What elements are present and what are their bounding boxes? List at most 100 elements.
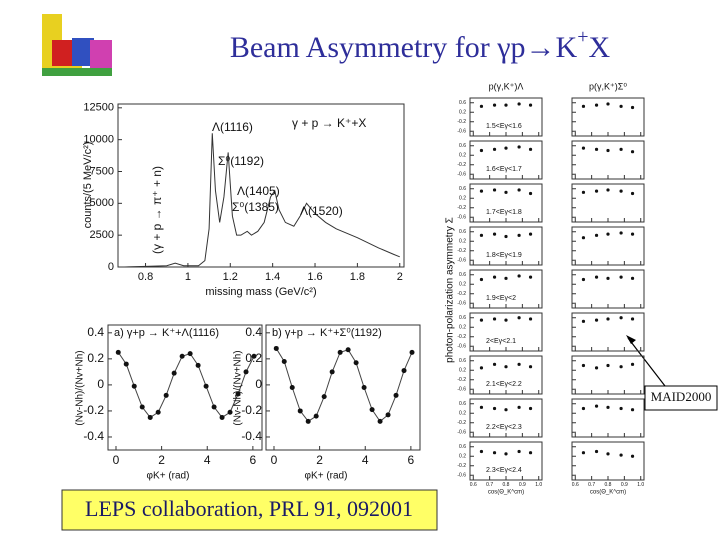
- annotation: (γ + p → π⁺ + n): [150, 166, 164, 254]
- x-tick-label: 0.8: [138, 271, 153, 283]
- data-point: [528, 191, 533, 196]
- data-point: [528, 406, 533, 411]
- note-box: [644, 385, 718, 411]
- data-point: [361, 385, 367, 390]
- x-axis-label: cos(Θ_K^cm): [488, 490, 524, 496]
- data-point: [235, 391, 241, 397]
- data-point: [528, 275, 533, 279]
- y-tick-label: 0.2: [87, 351, 104, 365]
- data-point: [195, 362, 201, 368]
- data-point: [606, 232, 610, 236]
- data-point: [492, 406, 497, 411]
- fit-line: [275, 348, 413, 423]
- y-tick-label: 0.2: [459, 196, 466, 202]
- data-point: [581, 190, 586, 194]
- x-tick-label: 0.6: [470, 482, 477, 488]
- y-tick-label: -0.4: [241, 429, 262, 443]
- data-point: [619, 453, 623, 457]
- data-point: [479, 318, 484, 322]
- y-tick-label: 0.6: [459, 315, 466, 321]
- data-point: [492, 317, 497, 321]
- y-axis-label: (Nv-Nh)/(Nv+Nh): [233, 350, 244, 425]
- data-point: [619, 365, 623, 369]
- y-tick-label: -0.6: [457, 301, 466, 307]
- y-tick-label: 0.2: [459, 153, 466, 159]
- data-point: [581, 104, 586, 108]
- data-point: [171, 370, 177, 376]
- data-point: [619, 316, 623, 320]
- note-arrow-head: [626, 335, 636, 344]
- data-point: [289, 385, 295, 390]
- x-tick-label: 0.8: [605, 482, 612, 488]
- data-point: [619, 189, 623, 193]
- data-point: [581, 406, 586, 411]
- chart-title: b) γ+p → K⁺+Σ⁰(1192): [272, 327, 382, 339]
- data-point: [581, 363, 586, 368]
- data-point: [492, 451, 497, 455]
- y-tick-label: 0.6: [459, 100, 466, 106]
- data-point: [581, 451, 586, 455]
- x-tick-label: 1.6: [307, 271, 322, 283]
- data-point: [393, 392, 399, 398]
- data-point: [297, 408, 303, 414]
- axes-box: [571, 355, 645, 395]
- annotation: Σ⁰(1192): [218, 154, 264, 168]
- x-tick-label: 1.0: [535, 482, 542, 488]
- y-tick-label: -0.6: [457, 215, 466, 221]
- data-point: [594, 189, 599, 193]
- note-arrow: [627, 337, 666, 387]
- x-tick-label: 0: [271, 453, 278, 467]
- data-point: [528, 147, 533, 151]
- x-tick-label: 4: [362, 453, 369, 467]
- data-point: [504, 452, 508, 456]
- y-tick-label: -0.6: [457, 258, 466, 264]
- data-point: [517, 188, 521, 192]
- title-main: Beam Asymmetry for γp→K: [230, 31, 578, 64]
- data-point: [606, 405, 610, 409]
- y-tick-label: 0.2: [459, 411, 466, 417]
- data-point: [123, 361, 129, 367]
- data-point: [329, 369, 335, 375]
- axes-box: [265, 324, 421, 451]
- data-point: [273, 345, 279, 351]
- annotation: Λ(1405): [237, 184, 280, 198]
- data-point: [606, 276, 610, 280]
- row-label: 2.2<Eγ<2.3: [486, 424, 522, 431]
- x-axis-label: φK+ (rad): [147, 471, 190, 482]
- axes-box: [571, 269, 645, 309]
- citation-box: [61, 489, 438, 531]
- data-point: [139, 404, 145, 410]
- annotation: Λ(1116): [212, 120, 253, 134]
- data-point: [630, 232, 635, 236]
- data-point: [409, 349, 415, 355]
- spectrum-line: [124, 133, 400, 268]
- data-point: [517, 233, 521, 237]
- slide-title: Beam Asymmetry for γp→K+X: [230, 26, 611, 64]
- data-point: [377, 418, 383, 424]
- data-point: [385, 412, 391, 418]
- y-tick-label: 0.2: [459, 110, 466, 116]
- data-point: [131, 383, 137, 389]
- x-tick-label: 0.9: [519, 482, 526, 488]
- row-label: 1.8<Eγ<1.9: [486, 252, 522, 259]
- data-point: [630, 191, 635, 196]
- row-label: 2.1<Eγ<2.2: [486, 381, 522, 388]
- y-tick-label: -0.2: [457, 205, 466, 211]
- data-point: [581, 146, 586, 150]
- data-point: [504, 103, 508, 107]
- y-tick-label: 12500: [83, 102, 114, 114]
- y-tick-label: -0.2: [457, 334, 466, 340]
- y-tick-label: 7500: [90, 165, 114, 177]
- axes-box: [469, 441, 543, 481]
- data-point: [594, 318, 599, 322]
- data-point: [606, 148, 610, 153]
- x-tick-label: 1: [185, 271, 191, 283]
- y-axis-label: (Nv-Nh)/(Nv+Nh): [75, 350, 86, 425]
- title-end: X: [588, 31, 610, 64]
- data-point: [630, 317, 635, 321]
- data-point: [630, 150, 635, 154]
- data-point: [479, 405, 484, 409]
- data-point: [504, 276, 508, 280]
- data-point: [479, 148, 484, 153]
- data-point: [528, 103, 533, 107]
